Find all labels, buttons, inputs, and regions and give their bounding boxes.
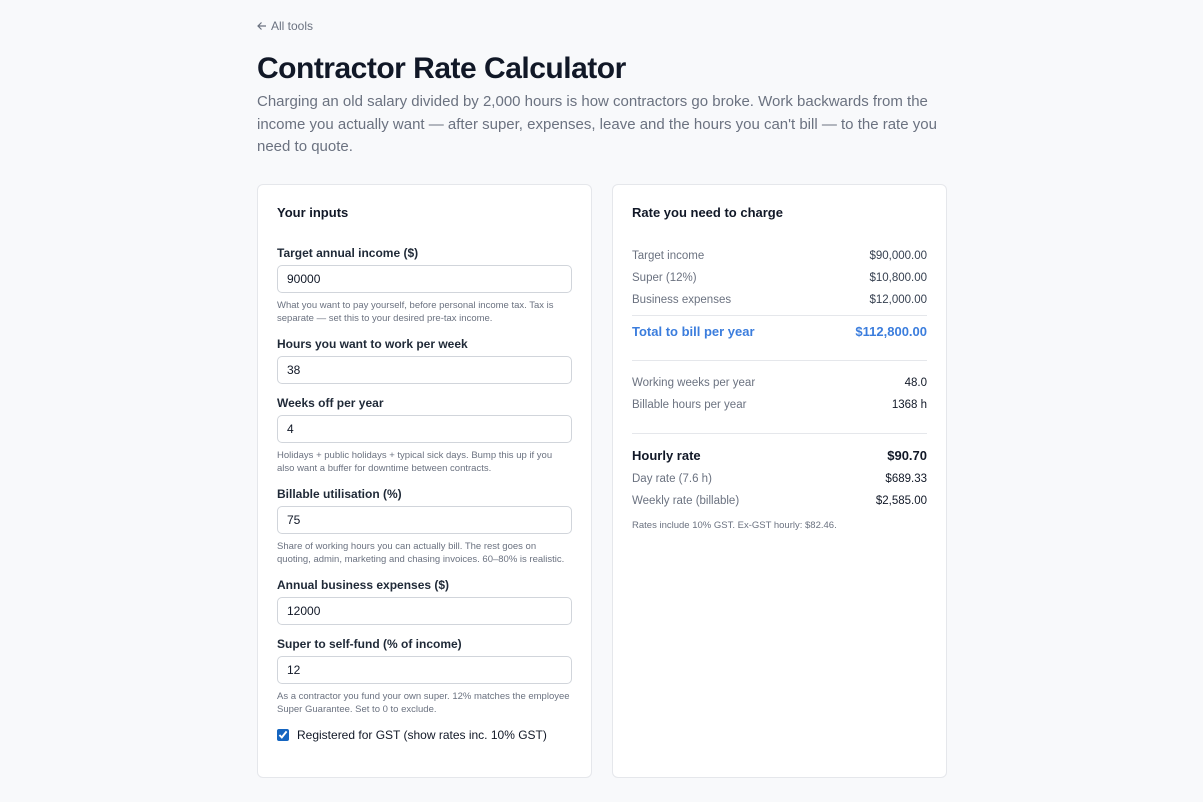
field-help: Share of working hours you can actually … — [277, 541, 565, 565]
field-help: As a contractor you fund your own super.… — [277, 691, 570, 715]
field-help: What you want to pay yourself, before pe… — [277, 300, 554, 324]
field: Target annual income ($) What you want to… — [277, 245, 572, 325]
total-label: Total to bill per year — [632, 324, 755, 339]
field-input[interactable] — [277, 506, 572, 534]
input-fields: Target annual income ($) What you want to… — [277, 245, 572, 716]
result-label: Target income — [632, 250, 705, 262]
result-value: $90,000.00 — [869, 250, 927, 262]
inputs-card: Your inputs Target annual income ($) What… — [257, 184, 592, 778]
field: Annual business expenses ($) — [277, 577, 572, 625]
result-label: Day rate (7.6 h) — [632, 473, 712, 485]
results-title: Rate you need to charge — [632, 205, 783, 220]
result-row: Day rate (7.6 h) $689.33 — [632, 468, 927, 490]
rates: Day rate (7.6 h) $689.33 Weekly rate (bill… — [632, 468, 927, 512]
result-value: 48.0 — [904, 377, 927, 389]
result-row: Target income $90,000.00 — [632, 245, 927, 267]
hourly-value: $90.70 — [887, 448, 927, 463]
field-input[interactable] — [277, 597, 572, 625]
field: Hours you want to work per week — [277, 336, 572, 384]
result-row: Billable hours per year 1368 h — [632, 394, 927, 416]
back-arrow — [257, 22, 266, 30]
result-value: $10,800.00 — [869, 272, 927, 284]
result-label: Weekly rate (billable) — [632, 495, 740, 507]
hourly-label: Hourly rate — [632, 448, 701, 463]
result-label: Business expenses — [632, 294, 732, 306]
field-label: Annual business expenses ($) — [277, 578, 450, 592]
total-value: $112,800.00 — [855, 324, 927, 339]
result-label: Super (12%) — [632, 272, 697, 284]
field: Weeks off per year Holidays + public holi… — [277, 395, 572, 475]
field-help: Holidays + public holidays + typical sic… — [277, 450, 553, 474]
field-label: Hours you want to work per week — [277, 337, 468, 351]
hours: Working weeks per year 48.0 Billable hours… — [632, 372, 927, 434]
field: Billable utilisation (%) Share of working… — [277, 486, 572, 566]
result-value: 1368 h — [891, 399, 927, 411]
field-label: Billable utilisation (%) — [277, 487, 402, 501]
hourly-row: Hourly rate $90.70 — [632, 444, 927, 468]
field-label: Weeks off per year — [277, 396, 384, 410]
field-input[interactable] — [277, 265, 572, 293]
result-value: $689.33 — [885, 473, 927, 485]
result-label: Billable hours per year — [632, 399, 747, 411]
result-row: Working weeks per year 48.0 — [632, 372, 927, 394]
results-note: Rates include 10% GST. Ex-GST hourly: $8… — [632, 520, 837, 531]
page-title: Contractor Rate Calculator — [257, 52, 626, 85]
back-link-text: All tools — [271, 19, 314, 33]
result-row: Super (12%) $10,800.00 — [632, 267, 927, 289]
inputs-title: Your inputs — [277, 205, 349, 220]
result-row: Business expenses $12,000.00 — [632, 289, 927, 311]
gst-checkbox[interactable] — [277, 729, 289, 741]
result-value: $2,585.00 — [875, 495, 927, 507]
total-row: Total to bill per year $112,800.00 — [632, 315, 927, 361]
gst-label: Registered for GST (show rates inc. 10% … — [297, 728, 547, 742]
gst-option[interactable]: Registered for GST (show rates inc. 10% … — [277, 728, 572, 742]
field-input[interactable] — [277, 656, 572, 684]
field-label: Target annual income ($) — [277, 246, 419, 260]
field-input[interactable] — [277, 356, 572, 384]
field-input[interactable] — [277, 415, 572, 443]
page-description: Charging an old salary divided by 2,000 … — [257, 93, 937, 155]
result-label: Working weeks per year — [632, 377, 756, 389]
results-card: Rate you need to charge Target income $90… — [612, 184, 947, 778]
result-value: $12,000.00 — [869, 294, 927, 306]
result-row: Weekly rate (billable) $2,585.00 — [632, 490, 927, 512]
field: Super to self-fund (% of income) As a con… — [277, 636, 572, 716]
field-label: Super to self-fund (% of income) — [277, 637, 462, 651]
breakdown: Target income $90,000.00 Super (12%) $10,80… — [632, 245, 927, 311]
back-link[interactable]: All tools — [257, 18, 313, 34]
